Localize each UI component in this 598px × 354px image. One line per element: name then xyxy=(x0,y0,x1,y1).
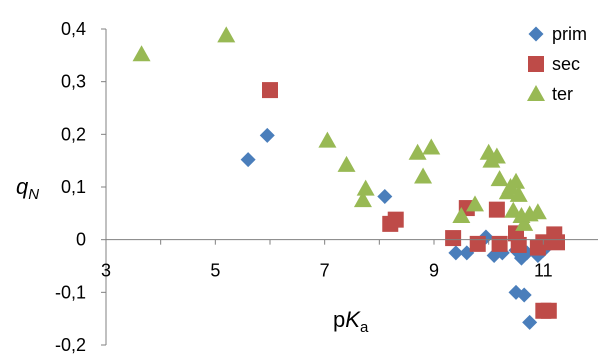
point-prim-13 xyxy=(516,287,532,303)
point-sec-3 xyxy=(445,230,462,247)
point-prim-0 xyxy=(240,152,256,168)
y-tick-label: -0,1 xyxy=(55,282,86,302)
point-sec-5 xyxy=(469,235,486,252)
y-tick-label: 0,4 xyxy=(61,19,86,39)
legend-marker-prim xyxy=(528,26,544,42)
point-ter-1 xyxy=(217,26,236,43)
legend-item-prim: prim xyxy=(528,24,587,44)
point-ter-9 xyxy=(452,206,471,223)
x-tick-label: 11 xyxy=(534,261,553,281)
x-tick-label: 3 xyxy=(101,261,111,281)
point-sec-7 xyxy=(488,201,505,218)
y-tick-label: 0 xyxy=(76,230,86,250)
x-tick-label: 5 xyxy=(210,261,220,281)
y-tick-label: 0,3 xyxy=(61,72,86,92)
legend-label-sec: sec xyxy=(552,54,580,74)
point-ter-2 xyxy=(318,131,337,148)
legend: prim sec ter xyxy=(527,24,587,104)
point-ter-19 xyxy=(509,185,528,202)
point-sec-9 xyxy=(510,236,527,253)
point-ter-14 xyxy=(490,170,509,187)
point-prim-14 xyxy=(522,314,538,330)
legend-item-ter: ter xyxy=(527,84,573,104)
point-ter-23 xyxy=(528,203,547,220)
point-ter-10 xyxy=(466,195,484,212)
point-ter-7 xyxy=(414,167,433,184)
point-ter-6 xyxy=(408,143,427,160)
point-prim-2 xyxy=(377,188,393,204)
point-sec-13 xyxy=(549,234,565,251)
point-sec-15 xyxy=(540,302,557,319)
legend-label-prim: prim xyxy=(552,24,587,44)
point-prim-3 xyxy=(448,245,464,261)
legend-marker-sec xyxy=(528,56,544,72)
x-axis-title: pKa xyxy=(333,307,369,336)
y-axis-title: qN xyxy=(16,174,39,203)
point-sec-2 xyxy=(387,211,404,228)
axes: 0,4 0,3 0,2 0,1 0 -0,1 -0,2 3 5 7 9 11 qN pKa xyxy=(16,19,598,354)
x-tick-label: 9 xyxy=(429,261,439,281)
point-ter-8 xyxy=(422,138,441,155)
series-ter xyxy=(132,26,547,231)
point-ter-3 xyxy=(337,155,356,172)
point-sec-6 xyxy=(491,235,508,252)
plot-marks xyxy=(132,26,565,330)
point-prim-1 xyxy=(259,127,275,143)
point-ter-13 xyxy=(487,147,506,164)
y-tick-label: 0,1 xyxy=(61,177,86,197)
legend-marker-ter xyxy=(527,85,545,101)
point-ter-17 xyxy=(507,172,525,189)
y-tick-label: 0,2 xyxy=(61,124,86,144)
point-ter-4 xyxy=(353,191,372,208)
point-ter-5 xyxy=(356,179,375,196)
y-tick-label: -0,2 xyxy=(55,335,86,354)
point-sec-0 xyxy=(262,82,278,99)
point-ter-21 xyxy=(515,214,534,231)
legend-item-sec: sec xyxy=(528,54,580,74)
x-tick-label: 7 xyxy=(320,261,330,281)
point-ter-0 xyxy=(132,45,151,62)
legend-label-ter: ter xyxy=(552,84,573,104)
